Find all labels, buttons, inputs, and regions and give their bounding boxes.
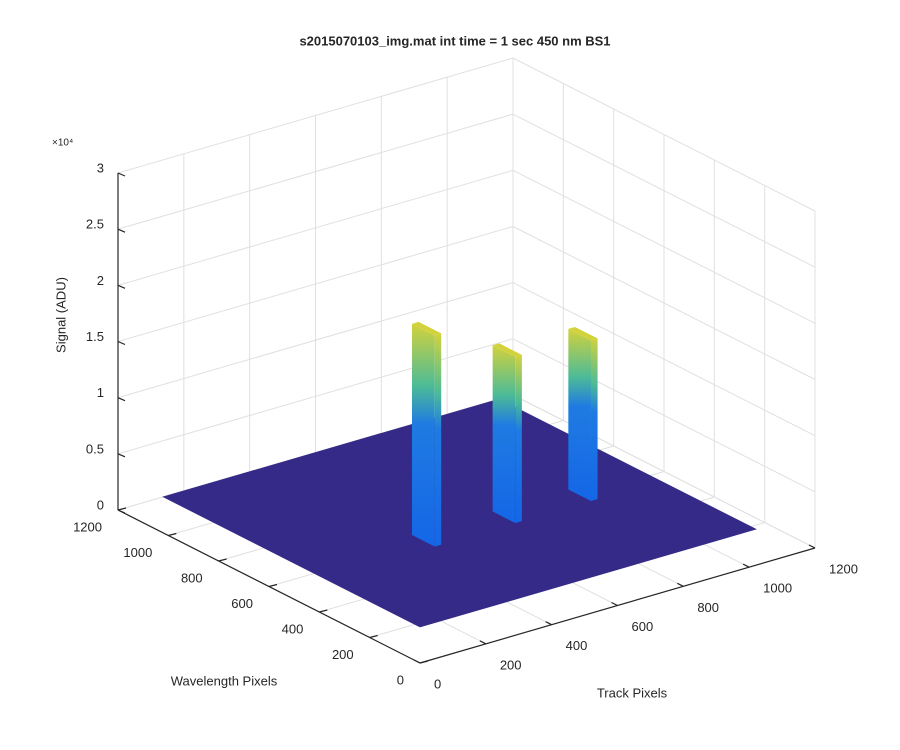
grid-line <box>117 282 514 399</box>
z-tick <box>117 172 126 177</box>
grid-line <box>512 226 816 380</box>
x-tick-label: 200 <box>500 657 522 672</box>
x-tick-label: 800 <box>697 600 719 615</box>
surface-floor <box>162 398 757 628</box>
x-tick-label: 1200 <box>829 561 858 576</box>
z-tick-label: 0.5 <box>86 441 104 456</box>
x-tick <box>479 640 487 645</box>
peak-front <box>590 338 598 501</box>
x-tick-label: 600 <box>632 619 654 634</box>
x-tick-label: 1000 <box>763 581 792 596</box>
x-tick <box>611 601 618 607</box>
grid-line <box>512 394 816 549</box>
y-tick <box>369 634 378 639</box>
grid-line <box>512 57 816 212</box>
peak-top <box>568 326 598 341</box>
peak-side <box>568 328 591 501</box>
x-tick-label: 400 <box>566 638 588 653</box>
peak-front <box>515 354 522 524</box>
x-tick-label: 0 <box>434 676 441 691</box>
y-tick <box>268 583 278 588</box>
grid-line <box>512 169 816 324</box>
z-tick-label: 0 <box>97 497 104 512</box>
y-tick-label: 600 <box>231 596 253 611</box>
chart-title: s2015070103_img.mat int time = 1 sec 450… <box>299 33 610 48</box>
grid-line <box>117 113 514 230</box>
grid-line <box>117 338 514 455</box>
grid-line <box>117 57 514 174</box>
z-tick-label: 2.5 <box>86 217 104 232</box>
z-tick-label: 1.5 <box>86 329 104 344</box>
y-tick <box>419 660 429 664</box>
y-axis-label: Wavelength Pixels <box>171 673 278 688</box>
z-multiplier: ×10⁴ <box>52 138 73 149</box>
z-tick <box>117 509 126 514</box>
z-tick-label: 3 <box>97 160 104 175</box>
y-tick <box>168 532 177 537</box>
y-tick <box>218 558 227 562</box>
grid-line <box>512 282 816 437</box>
peak-front <box>434 333 442 547</box>
z-tick <box>117 340 126 346</box>
z-tick <box>117 228 126 233</box>
grid-line <box>117 169 514 286</box>
y-tick-label: 1000 <box>123 545 152 560</box>
y-tick-label: 400 <box>282 621 304 636</box>
grid-line <box>117 226 514 342</box>
grid-line <box>512 338 816 493</box>
y-tick-label: 1200 <box>73 519 102 534</box>
z-tick-label: 1 <box>97 385 104 400</box>
grid-line <box>512 113 816 268</box>
peak-side <box>411 323 435 547</box>
x-tick <box>545 621 552 626</box>
y-tick <box>117 507 127 511</box>
peak-side <box>492 345 516 524</box>
z-tick-label: 2 <box>97 273 104 288</box>
peak-top <box>492 343 522 357</box>
y-tick-label: 0 <box>397 672 404 687</box>
x-tick <box>413 659 421 664</box>
x-axis-label: Track Pixels <box>597 685 668 700</box>
z-tick <box>117 397 126 402</box>
x-tick <box>808 544 816 549</box>
z-tick <box>117 453 126 458</box>
y-tick <box>319 609 328 613</box>
peak-top <box>411 321 442 336</box>
x-tick <box>677 582 684 587</box>
x-tick <box>742 563 750 568</box>
y-tick-label: 800 <box>181 570 203 585</box>
z-tick <box>117 284 126 289</box>
y-tick-label: 200 <box>332 647 354 662</box>
z-axis-label: Signal (ADU) <box>53 277 68 353</box>
